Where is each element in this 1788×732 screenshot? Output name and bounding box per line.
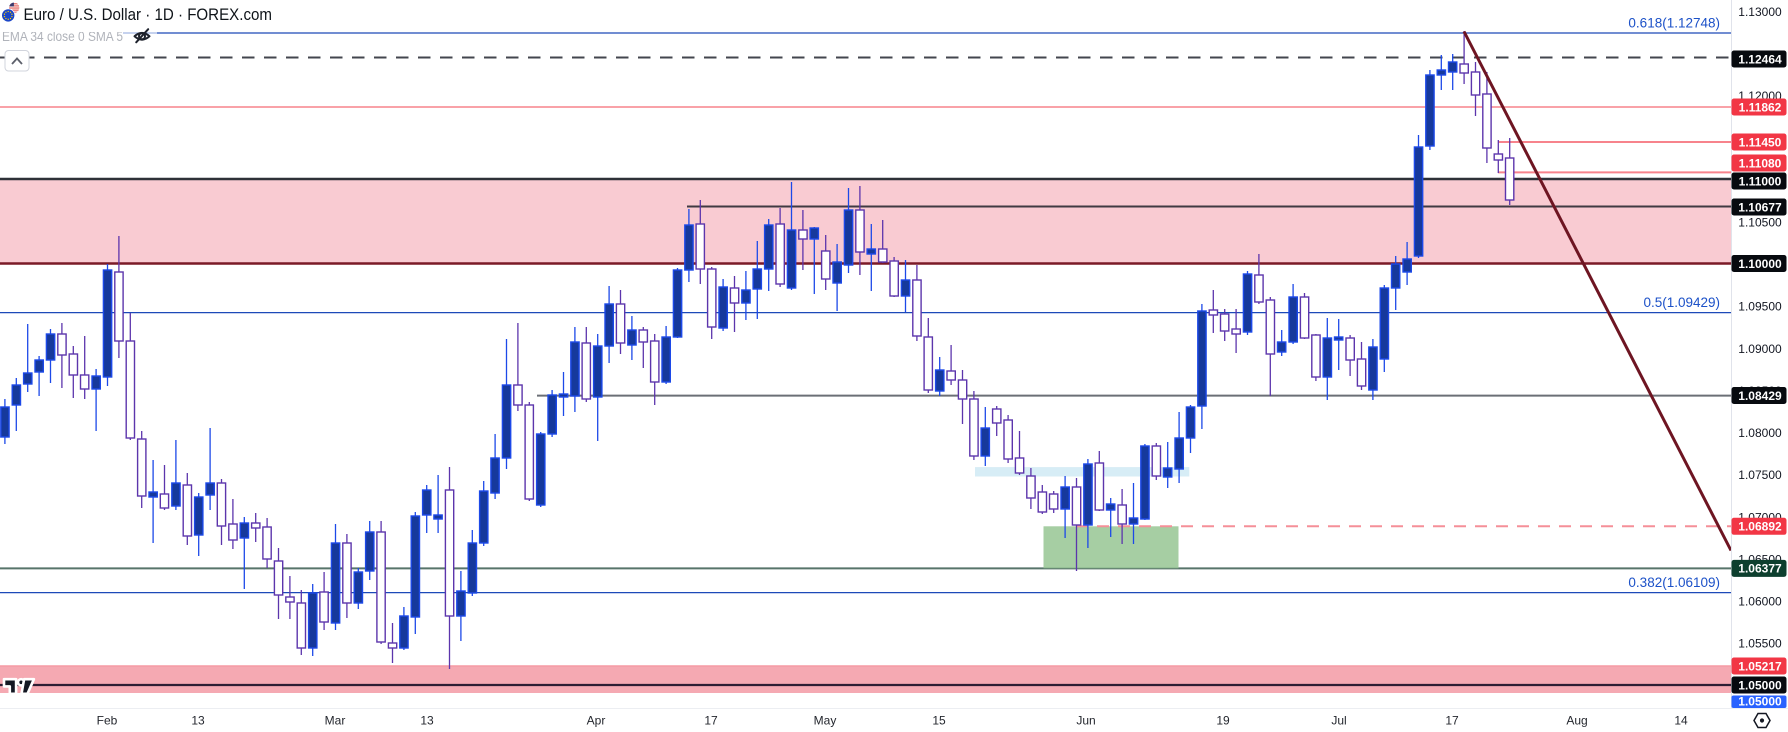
svg-text:1.11000: 1.11000 <box>1739 174 1782 188</box>
svg-text:Apr: Apr <box>587 714 606 728</box>
svg-text:1.12464: 1.12464 <box>1738 52 1782 66</box>
svg-text:1.06377: 1.06377 <box>1738 562 1782 576</box>
svg-text:1.05217: 1.05217 <box>1738 659 1782 673</box>
svg-text:13: 13 <box>420 714 434 728</box>
svg-text:0.5(1.09429): 0.5(1.09429) <box>1643 295 1720 310</box>
svg-text:1.09000: 1.09000 <box>1738 342 1782 356</box>
svg-text:1.11450: 1.11450 <box>1739 135 1782 149</box>
svg-text:Jun: Jun <box>1076 714 1095 728</box>
svg-text:19: 19 <box>1216 714 1230 728</box>
svg-text:Euro / U.S. Dollar · 1D · FORE: Euro / U.S. Dollar · 1D · FOREX.com <box>24 5 273 24</box>
svg-text:1.07500: 1.07500 <box>1738 468 1782 482</box>
svg-text:1.05000: 1.05000 <box>1738 695 1782 709</box>
svg-text:0.618(1.12748): 0.618(1.12748) <box>1628 16 1720 31</box>
svg-text:1.10677: 1.10677 <box>1738 200 1782 214</box>
svg-text:Feb: Feb <box>97 714 118 728</box>
svg-text:1.05000: 1.05000 <box>1738 678 1782 692</box>
svg-text:1.11080: 1.11080 <box>1739 156 1782 170</box>
svg-text:Aug: Aug <box>1566 714 1587 728</box>
svg-text:1.06892: 1.06892 <box>1738 520 1782 534</box>
svg-text:1.06000: 1.06000 <box>1738 595 1782 609</box>
svg-text:15: 15 <box>932 714 946 728</box>
svg-text:1.09500: 1.09500 <box>1738 300 1782 314</box>
svg-text:Mar: Mar <box>325 714 346 728</box>
svg-text:1.05500: 1.05500 <box>1738 637 1782 651</box>
svg-text:13: 13 <box>191 714 205 728</box>
svg-text:May: May <box>814 714 837 728</box>
svg-text:1.11862: 1.11862 <box>1739 100 1782 114</box>
svg-text:1.08000: 1.08000 <box>1738 426 1782 440</box>
svg-text:1.13000: 1.13000 <box>1738 5 1782 19</box>
svg-text:17: 17 <box>704 714 718 728</box>
svg-text:1.10000: 1.10000 <box>1738 257 1782 271</box>
svg-text:17: 17 <box>1445 714 1459 728</box>
svg-text:1.10500: 1.10500 <box>1738 216 1782 230</box>
svg-text:Jul: Jul <box>1331 714 1346 728</box>
svg-text:14: 14 <box>1674 714 1688 728</box>
svg-text:1.08429: 1.08429 <box>1738 389 1782 403</box>
svg-text:0.382(1.06109): 0.382(1.06109) <box>1628 575 1720 590</box>
